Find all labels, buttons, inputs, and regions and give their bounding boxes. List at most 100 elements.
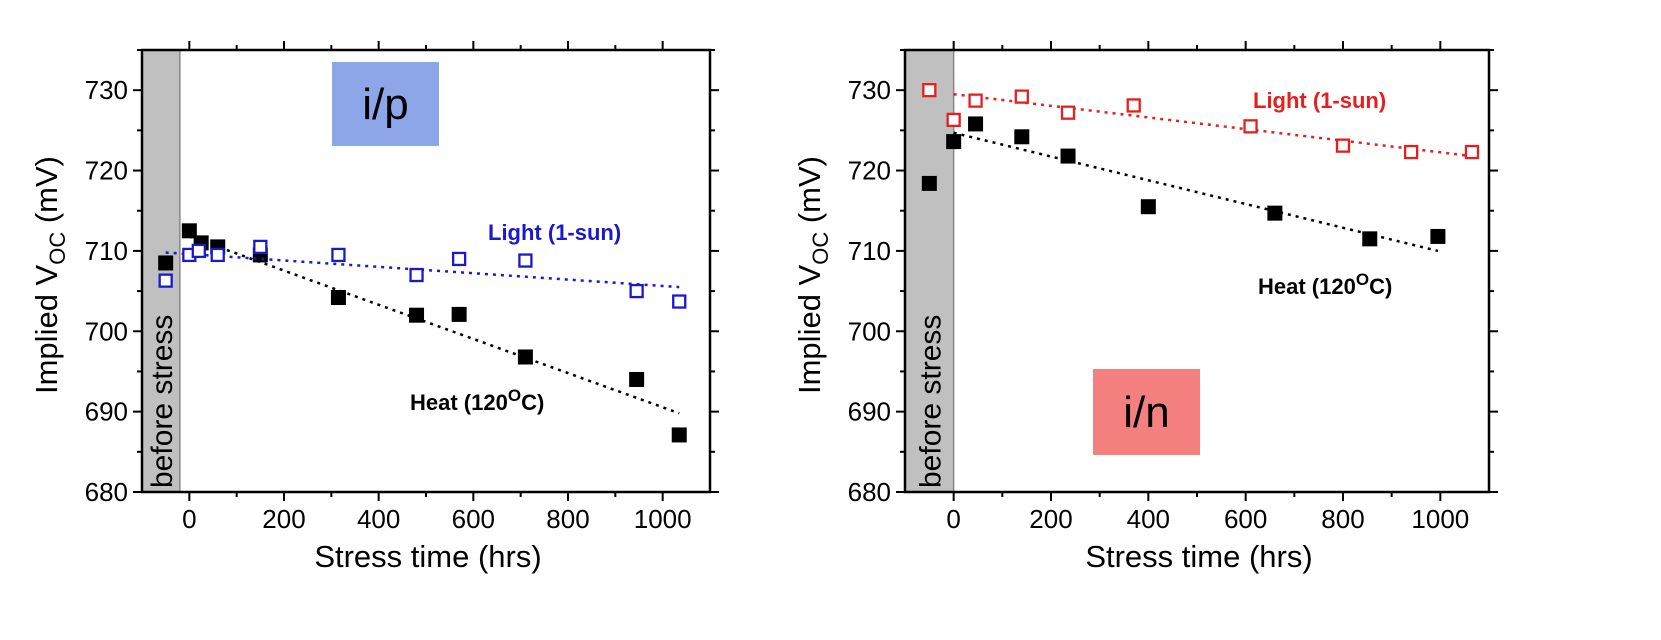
data-point-heat [158,255,174,271]
data-point-light [1014,89,1029,104]
data-point-light [409,267,424,283]
data-point-heat [330,290,346,306]
data-point-heat [671,427,687,443]
x-tick-label: 600 [452,504,495,534]
chart-panel-in: before stress i/n 0 200 400 600 800 1000 680 690 7… [792,41,1498,574]
y-tick-label: 690 [848,397,891,427]
y-axis-title-main: Implied V [792,264,827,394]
trend-line-heat [953,131,1439,253]
data-point-light [1464,144,1480,160]
data-point-heat [181,223,197,239]
data-point-heat [1430,228,1446,244]
series-label-light: Light (1-sun) [488,220,621,245]
data-point-heat [517,349,533,365]
x-tick-label: 200 [262,504,305,534]
data-point-light [191,243,206,259]
before-stress-label: before stress [914,315,947,488]
y-tick-label: 710 [848,236,891,266]
data-point-heat [1060,148,1076,164]
y-tick-label: 680 [848,477,891,507]
series-light: Light (1-sun) [158,220,687,309]
before-stress-label: before stress [146,315,179,488]
before-stress-region [905,50,954,492]
y-tick-label: 720 [85,156,128,186]
x-tick-label: 1000 [634,504,692,534]
chart-panel-ip: before stress i/p 0 200 400 600 800 1000 680 690 7… [29,41,719,574]
y-tick-label: 700 [85,316,128,346]
data-point-light [672,294,687,309]
y-axis-title-unit: (mV) [792,156,827,232]
data-point-light [158,273,173,288]
data-point-heat [629,371,645,387]
y-tick-label: 730 [848,75,891,105]
y-axis-title: Implied VOC (mV) [792,156,833,394]
y-axis-title-sub: OC [45,232,70,265]
data-point-heat [1267,205,1283,221]
panel-tag-label: i/n [1123,388,1169,437]
series-light: Light (1-sun) [922,83,1480,160]
y-axis-title: Implied VOC (mV) [29,156,70,394]
data-point-heat [409,307,425,323]
trend-line-heat [188,235,680,415]
data-point-light [210,247,225,263]
x-tick-label: 1000 [1411,504,1469,534]
x-tick-label: 0 [182,504,196,534]
y-tick-label: 720 [848,156,891,186]
data-point-light [1126,98,1141,113]
x-tick-label: 800 [1321,504,1364,534]
x-tick-label: 600 [1224,504,1267,534]
series-heat: Heat (120OC) [921,116,1446,299]
data-point-light [629,283,644,299]
series-label-heat: Heat (120OC) [410,386,544,415]
y-tick-label: 690 [85,397,128,427]
y-tick-label: 680 [85,477,128,507]
panel-tag-box [332,62,439,146]
y-tick-label: 730 [85,75,128,105]
data-point-light [1403,144,1419,160]
panel-tag-box [1093,369,1200,455]
trend-line-light [953,92,1473,158]
data-point-light [451,251,467,267]
data-point-light [1060,105,1076,120]
data-point-heat [921,175,937,191]
data-point-light [1335,138,1351,153]
data-point-light [922,83,937,98]
y-tick-label: 710 [85,236,128,266]
series-heat: Heat (120OC) [158,223,687,443]
data-point-light [331,247,346,263]
series-label-light: Light (1-sun) [1253,88,1386,113]
data-point-light [968,93,983,108]
data-point-light [1243,119,1258,134]
data-point-heat [1362,231,1378,247]
x-axis-title: Stress time (hrs) [314,539,541,574]
series-label-text: Heat (120 [410,390,508,415]
data-point-light [518,253,533,268]
x-axis-title: Stress time (hrs) [1085,539,1312,574]
panel-tag-label: i/p [362,80,408,129]
data-point-light [253,239,268,255]
series-label-end: C) [521,390,544,415]
x-tick-label: 400 [357,504,400,534]
series-label-heat: Heat (120OC) [1258,270,1392,299]
series-label-text: Light (1-sun) [1253,88,1386,113]
data-point-heat [946,134,962,150]
x-tick-label: 800 [546,504,589,534]
y-axis-title-unit: (mV) [29,156,64,232]
x-tick-label: 0 [946,504,960,534]
series-label-sup: O [508,386,521,405]
series-label-sup: O [1356,270,1369,289]
series-label-text: Heat (120 [1258,274,1356,299]
data-point-heat [968,116,984,132]
data-point-heat [1140,199,1156,215]
y-tick-label: 700 [848,316,891,346]
before-stress-region [142,50,180,492]
data-point-heat [1014,129,1030,145]
data-point-light [946,112,961,128]
data-point-heat [451,306,467,322]
series-label-text: Light (1-sun) [488,220,621,245]
series-label-end: C) [1369,274,1392,299]
x-tick-label: 400 [1127,504,1170,534]
x-tick-label: 200 [1029,504,1072,534]
y-axis-title-sub: OC [808,232,833,265]
